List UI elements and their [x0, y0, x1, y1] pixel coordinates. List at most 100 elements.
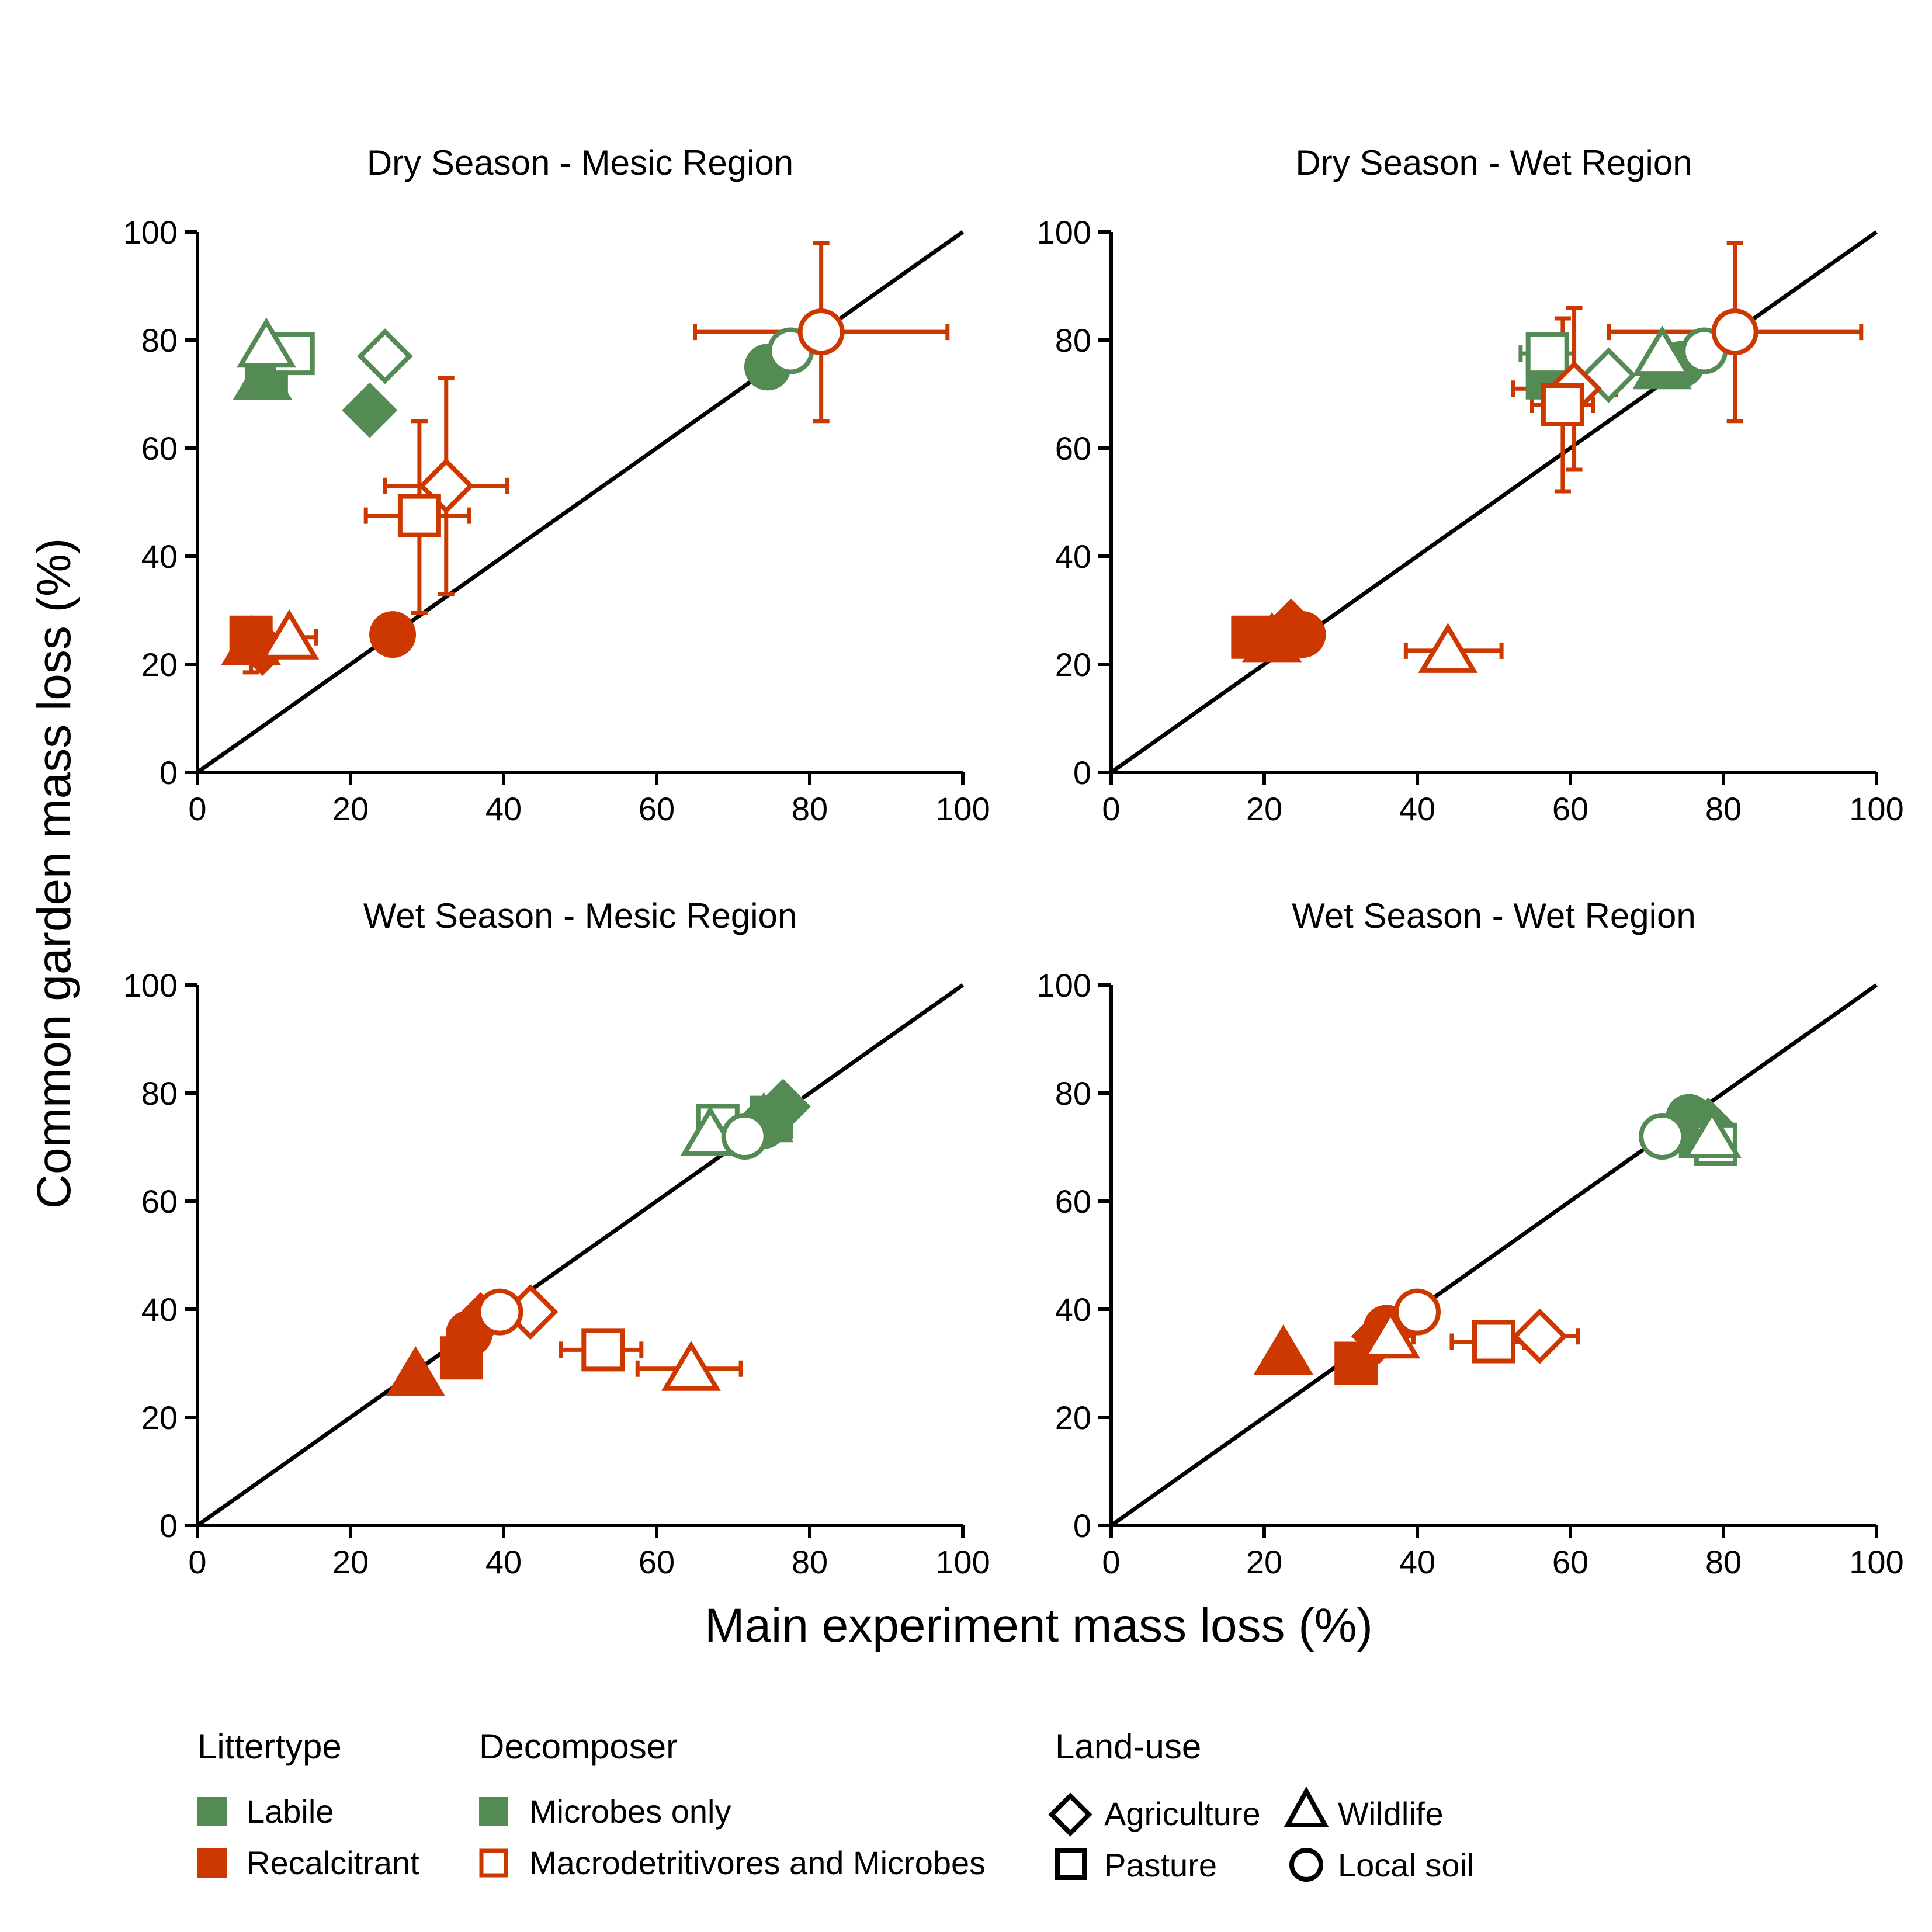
data-point-wildlife: [386, 1346, 446, 1396]
legend-title-littertype: Littertype: [197, 1727, 342, 1766]
legend-shape-local-soil: [1289, 1848, 1323, 1882]
legend-label-macro: Macrodetritivores and Microbes: [529, 1844, 986, 1881]
y-tick-label: 0: [159, 1507, 178, 1544]
legend-swatch-microbes-only: [479, 1797, 508, 1826]
x-tick-label: 0: [1102, 1543, 1120, 1580]
y-tick-label: 60: [1055, 1183, 1091, 1220]
legend-label-local-soil: Local soil: [1338, 1847, 1474, 1884]
legend: Littertype Labile Recalcitrant Decompose…: [197, 1727, 1474, 1884]
panel-title: Dry Season - Wet Region: [1295, 143, 1692, 182]
legend-swatch-macro: [479, 1848, 508, 1878]
data-point-pasture: [1541, 383, 1584, 426]
one-to-one-line: [196, 983, 965, 1527]
y-tick-label: 80: [1055, 1075, 1091, 1112]
data-point-local: [797, 308, 845, 356]
data-point-pasture: [1525, 332, 1569, 376]
x-tick-label: 40: [1399, 1543, 1435, 1580]
legend-label-wildlife: Wildlife: [1338, 1795, 1443, 1832]
data-point-wildlife: [661, 1340, 721, 1391]
y-tick-label: 40: [141, 1291, 178, 1328]
panel-title: Wet Season - Mesic Region: [363, 896, 797, 935]
x-tick-label: 60: [1552, 1543, 1588, 1580]
x-tick-label: 80: [792, 1543, 828, 1580]
data-point-local: [1639, 1113, 1686, 1160]
data-point-wildlife: [1682, 1108, 1742, 1158]
x-tick-label: 80: [1705, 1543, 1742, 1580]
one-to-one-line: [1109, 983, 1878, 1527]
data-point-agriculture: [357, 328, 413, 384]
y-tick-label: 100: [1037, 967, 1091, 1004]
data-point-wildlife: [1242, 612, 1302, 663]
y-axis-title: Common garden mass loss (%): [27, 538, 81, 1209]
legend-shape-wildlife: [1284, 1786, 1329, 1827]
data-point-wildlife: [1632, 325, 1692, 376]
data-point-local: [721, 1113, 768, 1160]
data-point-wildlife: [1253, 1324, 1313, 1375]
one-to-one-line: [1109, 230, 1878, 774]
y-tick-label: 20: [1055, 1399, 1091, 1436]
y-tick-label: 80: [141, 322, 178, 359]
y-tick-label: 40: [1055, 1291, 1091, 1328]
x-tick-label: 60: [1552, 790, 1588, 827]
x-tick-label: 40: [485, 790, 522, 827]
y-tick-label: 60: [141, 1183, 178, 1220]
legend-title-decomposer: Decomposer: [479, 1727, 678, 1766]
x-tick-label: 20: [1246, 790, 1282, 827]
y-tick-label: 60: [141, 430, 178, 467]
y-tick-label: 40: [1055, 538, 1091, 575]
data-point-wildlife: [236, 317, 296, 368]
y-tick-label: 100: [123, 967, 178, 1004]
data-point-pasture: [581, 1328, 625, 1372]
data-point-local: [476, 1288, 523, 1336]
y-tick-label: 60: [1055, 430, 1091, 467]
panel-4: Wet Season - Wet Region 0 20 40 60 80 100 0 20 40…: [1037, 896, 1904, 1580]
y-tick-label: 20: [141, 1399, 178, 1436]
x-tick-label: 40: [1399, 790, 1435, 827]
x-tick-label: 0: [1102, 790, 1120, 827]
x-tick-label: 60: [639, 790, 675, 827]
x-tick-label: 80: [1705, 790, 1742, 827]
x-tick-label: 20: [332, 1543, 369, 1580]
y-tick-label: 80: [141, 1075, 178, 1112]
legend-label-agriculture: Agriculture: [1104, 1795, 1261, 1832]
y-tick-label: 100: [123, 214, 178, 251]
x-tick-label: 0: [188, 1543, 206, 1580]
legend-shape-pasture: [1055, 1848, 1087, 1880]
panels: Dry Season - Mesic Region 0 20 40 60 80 100 0 20…: [123, 143, 1904, 1580]
legend-label-pasture: Pasture: [1104, 1847, 1217, 1884]
legend-swatch-recalcitrant: [197, 1848, 227, 1878]
y-tick-label: 100: [1037, 214, 1091, 251]
data-point-pasture: [1472, 1320, 1515, 1364]
data-point-agriculture: [1511, 1308, 1568, 1364]
x-tick-label: 20: [1246, 1543, 1282, 1580]
y-tick-label: 40: [141, 538, 178, 575]
data-point-wildlife: [259, 609, 320, 660]
y-tick-label: 0: [1073, 754, 1091, 791]
legend-label-recalcitrant: Recalcitrant: [247, 1844, 419, 1881]
y-tick-label: 0: [1073, 1507, 1091, 1544]
panel-title: Wet Season - Wet Region: [1292, 896, 1695, 935]
data-point-local: [369, 611, 417, 658]
data-point-wildlife: [1418, 623, 1478, 673]
panel-2: Dry Season - Wet Region 0 20 40 60 80 100 0 20 40…: [1037, 143, 1904, 827]
y-tick-label: 20: [1055, 646, 1091, 683]
x-axis-title: Main experiment mass loss (%): [705, 1599, 1373, 1652]
legend-label-microbes-only: Microbes only: [529, 1793, 731, 1830]
x-tick-label: 40: [485, 1543, 522, 1580]
x-tick-label: 20: [332, 790, 369, 827]
x-tick-label: 80: [792, 790, 828, 827]
panel-title: Dry Season - Mesic Region: [367, 143, 793, 182]
data-point-local: [1394, 1288, 1441, 1336]
panel-3: Wet Season - Mesic Region 0 20 40 60 80 100 0 20…: [123, 896, 990, 1580]
x-tick-label: 100: [1849, 790, 1903, 827]
legend-label-labile: Labile: [247, 1793, 334, 1830]
x-tick-label: 100: [1849, 1543, 1903, 1580]
data-point-agriculture: [342, 382, 398, 438]
data-point-wildlife: [1361, 1308, 1421, 1359]
one-to-one-line: [196, 230, 965, 774]
x-tick-label: 0: [188, 790, 206, 827]
y-tick-label: 0: [159, 754, 178, 791]
x-tick-label: 60: [639, 1543, 675, 1580]
panel-1: Dry Season - Mesic Region 0 20 40 60 80 100 0 20…: [123, 143, 990, 827]
